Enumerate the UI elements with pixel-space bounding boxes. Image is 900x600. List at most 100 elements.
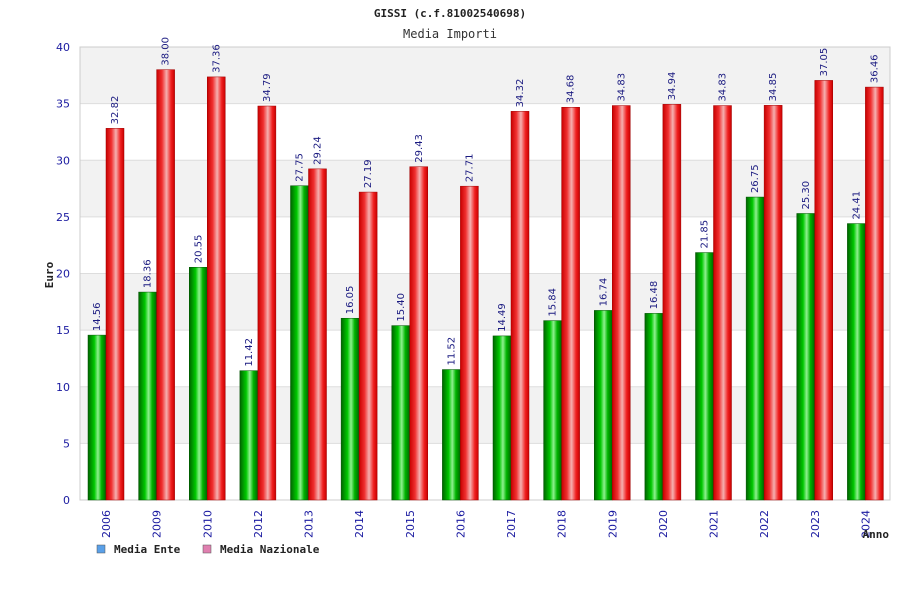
data-label: 14.56 [92, 302, 103, 331]
y-axis-ticks: 0 5 10 15 20 25 30 35 40 [56, 41, 70, 507]
x-tick-label: 2015 [404, 510, 417, 538]
x-tick-label: 2023 [809, 510, 822, 538]
bar-media-ente [442, 369, 461, 501]
data-label: 27.19 [363, 159, 374, 188]
bar-media-ente [543, 320, 562, 501]
data-label: 34.79 [262, 73, 273, 102]
data-label: 15.40 [396, 293, 407, 322]
x-tick-label: 2018 [556, 510, 569, 538]
bar-media-ente [847, 223, 866, 501]
data-label: 11.52 [446, 337, 457, 366]
bar-media-nazionale [358, 191, 378, 501]
bar-media-nazionale [257, 105, 277, 501]
legend-label: Media Nazionale [220, 543, 320, 556]
bar-media-nazionale [510, 111, 530, 501]
legend-swatch [202, 544, 212, 554]
bar-media-ente [189, 267, 208, 501]
x-axis-ticks: 2006 2009 2010 2012 2013 2014 2015 2016 2017 2018… [100, 510, 872, 538]
x-axis-label: Anno [863, 528, 890, 541]
data-label: 34.83 [616, 73, 627, 102]
data-label: 20.55 [193, 235, 204, 264]
x-tick-label: 2021 [708, 510, 721, 538]
y-tick-label: 10 [56, 381, 70, 394]
chart-title: GISSI (c.f.81002540698) [374, 7, 526, 20]
data-label: 26.75 [750, 164, 761, 193]
bar-media-nazionale [308, 168, 327, 501]
bar-media-ente [594, 310, 613, 501]
data-label: 34.32 [515, 79, 526, 108]
data-label: 34.94 [667, 72, 678, 101]
bars-group: 14.56 32.82 18.36 38.00 20.55 37.36 11.42 34.79… [87, 37, 884, 501]
bar-media-nazionale [814, 80, 833, 501]
data-label: 27.71 [464, 154, 475, 183]
y-tick-label: 25 [56, 211, 70, 224]
x-tick-label: 2024 [859, 510, 872, 538]
bar-media-nazionale [561, 106, 580, 501]
bar-media-ente [492, 335, 512, 501]
data-label: 34.83 [718, 73, 729, 102]
plot-border [79, 46, 891, 501]
y-tick-label: 15 [56, 324, 70, 337]
bar-media-nazionale [713, 105, 732, 501]
data-label: 16.05 [345, 286, 356, 315]
data-label: 36.46 [869, 54, 880, 83]
y-tick-label: 0 [63, 494, 70, 507]
legend-swatch [96, 544, 106, 554]
y-tick-label: 20 [56, 268, 70, 281]
data-label: 24.41 [851, 191, 862, 220]
x-tick-label: 2009 [151, 510, 164, 538]
data-label: 25.30 [801, 181, 812, 210]
x-tick-label: 2016 [454, 510, 467, 538]
data-label: 37.36 [211, 44, 222, 73]
bar-media-nazionale [460, 185, 479, 501]
y-tick-label: 30 [56, 154, 70, 167]
bar-media-ente [340, 317, 360, 501]
y-axis-label: Euro [43, 261, 56, 288]
data-label: 38.00 [161, 37, 172, 66]
bar-media-ente [391, 325, 410, 501]
data-label: 15.84 [548, 288, 559, 317]
data-label: 29.43 [414, 134, 425, 163]
bar-media-ente [239, 370, 259, 501]
bar-media-nazionale [409, 166, 428, 501]
x-tick-label: 2012 [252, 510, 265, 538]
bar-media-ente [745, 196, 765, 501]
bar-media-ente [87, 334, 107, 501]
data-label: 16.74 [598, 278, 609, 307]
chart-subtitle: Media Importi [403, 27, 497, 41]
data-label: 18.36 [143, 259, 154, 288]
y-tick-label: 5 [63, 437, 70, 450]
bar-media-nazionale [156, 69, 175, 501]
data-label: 37.05 [819, 48, 830, 77]
x-tick-label: 2010 [201, 510, 214, 538]
x-tick-label: 2020 [657, 510, 670, 538]
bar-media-nazionale [763, 105, 783, 501]
bar-media-nazionale [105, 128, 125, 501]
data-label: 16.48 [649, 281, 660, 310]
x-tick-label: 2017 [505, 510, 518, 538]
data-label: 34.85 [768, 73, 779, 102]
bar-media-nazionale [207, 76, 226, 501]
legend: Media Ente Media Nazionale [96, 543, 320, 556]
data-label: 11.42 [244, 338, 255, 367]
data-label: 14.49 [497, 303, 508, 332]
x-tick-label: 2013 [303, 510, 316, 538]
bar-media-ente [138, 291, 157, 501]
legend-label: Media Ente [114, 543, 181, 556]
data-label: 34.68 [566, 75, 577, 104]
y-tick-label: 40 [56, 41, 70, 54]
data-label: 27.75 [295, 153, 306, 182]
data-label: 29.24 [313, 136, 324, 165]
bar-media-ente [644, 313, 664, 501]
x-tick-label: 2019 [606, 510, 619, 538]
bar-media-ente [796, 213, 815, 501]
bar-media-ente [695, 252, 714, 501]
x-tick-label: 2022 [758, 510, 771, 538]
y-tick-label: 35 [56, 98, 70, 111]
data-label: 21.85 [700, 220, 711, 249]
x-tick-label: 2006 [100, 510, 113, 538]
bar-media-ente [290, 185, 309, 501]
bar-media-nazionale [662, 104, 682, 501]
bar-media-nazionale [612, 105, 631, 501]
